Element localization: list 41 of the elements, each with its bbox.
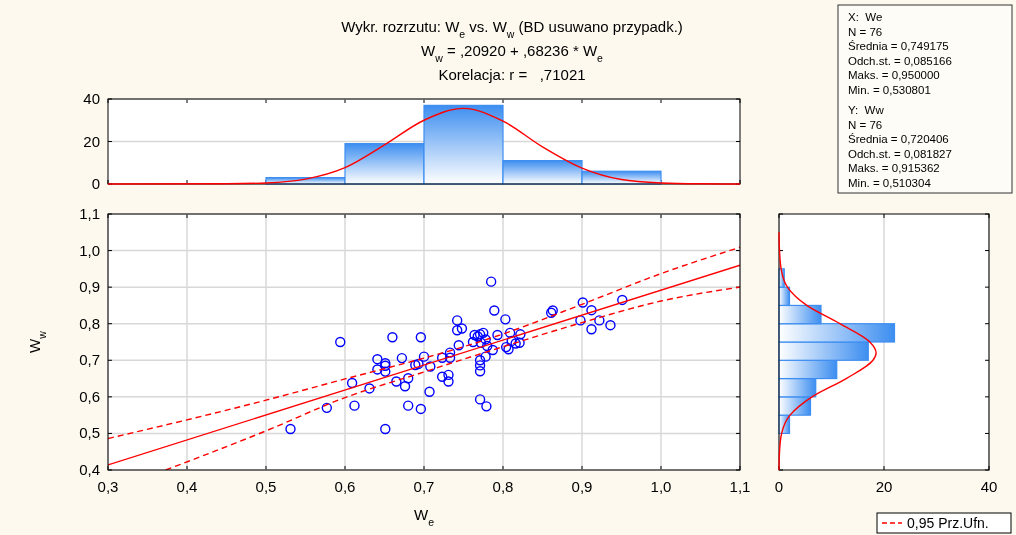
text: X: We bbox=[848, 11, 883, 23]
y-tick-label: 0,4 bbox=[79, 461, 100, 478]
x-tick-label: 0,4 bbox=[176, 478, 198, 495]
text: Odch.st. = 0,085166 bbox=[848, 54, 952, 67]
x-tick-label: 0,7 bbox=[413, 478, 435, 495]
text: Min. = 0,510304 bbox=[848, 176, 932, 189]
y-tick-label: 0,7 bbox=[79, 351, 100, 369]
text: Min. = 0,530801 bbox=[848, 83, 931, 96]
text: Odch.st. = 0,081827 bbox=[848, 147, 952, 160]
x-tick-label: 0,3 bbox=[97, 478, 119, 495]
legend-label: 0,95 Prz.Ufn. bbox=[907, 515, 989, 531]
text: Maks. = 0,915362 bbox=[848, 162, 940, 174]
text: Y: Ww bbox=[848, 104, 885, 116]
y-tick-label: 0,5 bbox=[79, 424, 100, 442]
y-tick-label: 1,0 bbox=[79, 241, 100, 259]
x-tick-label: 0 bbox=[774, 478, 784, 495]
x-tick-label: 0,9 bbox=[571, 478, 593, 495]
text: N = 76 bbox=[848, 118, 883, 131]
x-tick-label: 40 bbox=[980, 478, 998, 495]
x-tick-label: 1,1 bbox=[729, 478, 751, 495]
text: Średnia = 0,720406 bbox=[848, 133, 949, 145]
y-tick-label: 20 bbox=[83, 132, 100, 150]
y-tick-label: 40 bbox=[83, 90, 100, 107]
x-tick-label: 1,0 bbox=[650, 478, 672, 495]
y-tick-label: 0,6 bbox=[79, 387, 100, 405]
text: Średnia = 0,749175 bbox=[848, 40, 949, 52]
text: Maks. = 0,950000 bbox=[848, 69, 940, 81]
line-series bbox=[107, 107, 741, 185]
text: N = 76 bbox=[848, 25, 883, 38]
text: Korelacja: r = ,71021 bbox=[438, 66, 586, 83]
y-tick-label: 0,9 bbox=[79, 278, 100, 296]
y-tick-label: 0,8 bbox=[79, 314, 100, 332]
x-tick-label: 0,5 bbox=[255, 478, 277, 495]
y-tick-label: 0 bbox=[91, 175, 100, 192]
y-tick-label: 1,1 bbox=[79, 205, 100, 222]
x-axis-title: W$_{e}$ bbox=[413, 506, 435, 528]
x-tick-label: 0,6 bbox=[334, 478, 356, 495]
x-tick-label: 0,8 bbox=[492, 478, 514, 495]
chart-title: Wykr. rozrzutu: W$_{e}$ vs. W$_{w}$ (BD usuwano przypadk.) bbox=[341, 18, 683, 40]
x-tick-label: 20 bbox=[875, 478, 893, 495]
chart-subtitle: W$_{w}$ = ,20920 + ,68236 * W$_{e}$ bbox=[421, 42, 604, 64]
